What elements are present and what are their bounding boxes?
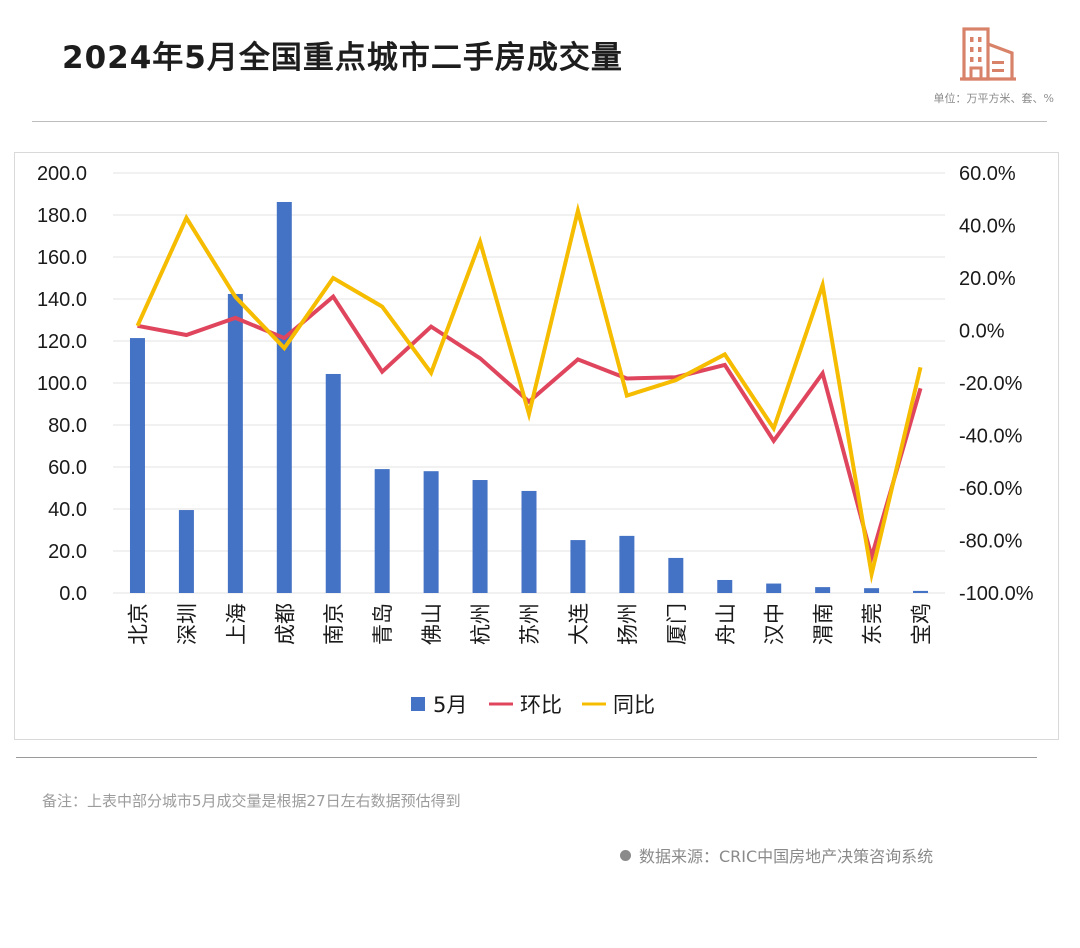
bar-3 — [276, 201, 292, 594]
y2-tick-label: -100.0% — [959, 583, 1034, 605]
y2-tick-label: -80.0% — [959, 531, 1023, 553]
y-tick-label: 40.0 — [48, 499, 87, 521]
y2-tick-label: -60.0% — [959, 478, 1023, 500]
bar-10 — [619, 535, 635, 593]
x-tick-label: 厦门 — [665, 603, 689, 645]
x-tick-label: 南京 — [322, 603, 346, 645]
x-tick-label: 扬州 — [616, 603, 640, 645]
y2-tick-label: -20.0% — [959, 373, 1023, 395]
y-tick-label: 120.0 — [37, 331, 87, 353]
source-line: 数据来源：CRIC中国房地产决策咨询系统 — [620, 843, 933, 867]
y2-tick-label: 40.0% — [959, 216, 1016, 238]
bullet-dot-icon — [620, 849, 631, 861]
y-tick-label: 180.0 — [37, 205, 87, 227]
footnote: 备注：上表中部分城市5月成交量是根据27日左右数据预估得到 — [42, 792, 461, 810]
x-axis-ticks: 北京 深圳 上海 成都 南京 青岛 佛山 杭州 苏州 大连 扬州 厦门 舟山 汉中 渭南 东莞 宝鸡 — [126, 603, 933, 645]
bar-0 — [129, 338, 145, 593]
bar-15 — [864, 588, 880, 593]
x-tick-label: 舟山 — [714, 603, 738, 645]
footer-divider — [16, 757, 1037, 758]
bar-1 — [178, 510, 194, 593]
unit-label: 单位：万平方米、套、% — [933, 92, 1054, 105]
bar-series — [129, 201, 929, 594]
legend-label: 5月 — [433, 693, 467, 717]
building-icon — [960, 27, 1016, 81]
y-tick-label: 20.0 — [48, 541, 87, 563]
bar-6 — [423, 471, 439, 593]
combo-chart: 0.0 20.0 40.0 60.0 80.0 100.0 120.0 140.0 160.0 1… — [37, 163, 1034, 717]
header-divider — [32, 121, 1047, 122]
bar-13 — [766, 583, 782, 593]
bar-5 — [374, 469, 390, 593]
legend-label: 环比 — [520, 693, 562, 717]
y-tick-label: 80.0 — [48, 415, 87, 437]
bar-11 — [668, 557, 684, 593]
y2-tick-label: 20.0% — [959, 268, 1016, 290]
source-text: 数据来源：CRIC中国房地产决策咨询系统 — [639, 847, 934, 866]
x-tick-label: 北京 — [126, 603, 150, 645]
x-tick-label: 苏州 — [518, 603, 542, 645]
chart-title: 2024年5月全国重点城市二手房成交量 — [62, 40, 623, 76]
x-tick-label: 汉中 — [763, 603, 787, 645]
x-tick-label: 渭南 — [812, 603, 836, 645]
x-tick-label: 上海 — [224, 603, 248, 645]
bar-7 — [472, 480, 488, 593]
y-tick-label: 100.0 — [37, 373, 87, 395]
right-axis-ticks: -100.0% -80.0% -60.0% -40.0% -20.0% 0.0% 20.0%… — [959, 163, 1034, 605]
y2-tick-label: -40.0% — [959, 426, 1023, 448]
x-tick-label: 成都 — [273, 603, 297, 645]
left-axis-ticks: 0.0 20.0 40.0 60.0 80.0 100.0 120.0 140.0 160.0 1… — [37, 163, 87, 605]
bar-14 — [815, 587, 831, 593]
x-tick-label: 宝鸡 — [910, 603, 934, 645]
legend: 5月 环比 同比 — [411, 693, 655, 717]
legend-swatch-bar — [411, 697, 425, 711]
legend-label: 同比 — [613, 693, 655, 717]
line-series — [135, 202, 923, 585]
chart-frame: 0.0 20.0 40.0 60.0 80.0 100.0 120.0 140.0 160.0 1… — [14, 152, 1059, 740]
bar-9 — [570, 540, 586, 593]
bar-8 — [521, 490, 537, 593]
x-tick-label: 东莞 — [861, 603, 885, 645]
line-yoy — [135, 202, 923, 585]
bar-2 — [227, 293, 243, 593]
x-tick-label: 青岛 — [371, 603, 395, 645]
bar-16 — [913, 590, 929, 593]
bar-12 — [717, 579, 733, 593]
y-tick-label: 160.0 — [37, 247, 87, 269]
x-tick-label: 大连 — [567, 603, 591, 645]
y2-tick-label: 0.0% — [959, 321, 1005, 343]
y-tick-label: 60.0 — [48, 457, 87, 479]
y2-tick-label: 60.0% — [959, 163, 1016, 185]
x-tick-label: 深圳 — [175, 603, 199, 645]
y-tick-label: 0.0 — [59, 583, 87, 605]
y-tick-label: 200.0 — [37, 163, 87, 185]
gridlines — [113, 172, 945, 594]
bar-4 — [325, 373, 341, 593]
x-tick-label: 杭州 — [469, 603, 493, 645]
x-tick-label: 佛山 — [420, 603, 444, 645]
y-tick-label: 140.0 — [37, 289, 87, 311]
